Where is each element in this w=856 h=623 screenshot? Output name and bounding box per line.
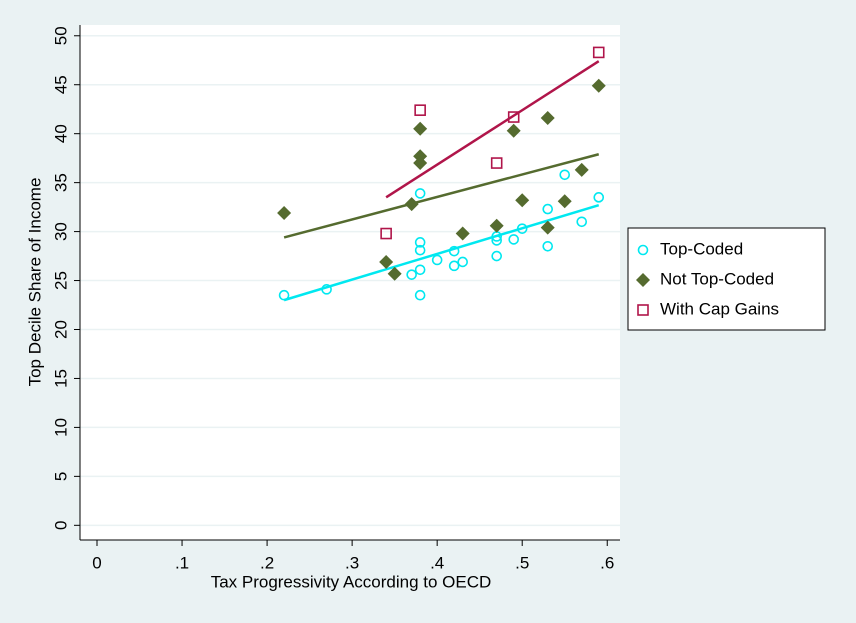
point xyxy=(414,289,426,301)
x-tick-label: .4 xyxy=(430,553,444,572)
y-tick-label: 0 xyxy=(51,521,70,530)
point xyxy=(457,256,468,268)
point xyxy=(540,111,555,126)
y-tick-label: 25 xyxy=(51,271,70,290)
point xyxy=(414,264,426,276)
point xyxy=(515,193,530,208)
point xyxy=(491,250,502,262)
point xyxy=(559,169,571,181)
point xyxy=(414,188,426,199)
point xyxy=(542,240,554,252)
point xyxy=(448,245,460,257)
point xyxy=(387,266,402,281)
y-tick-label: 15 xyxy=(51,369,70,388)
x-tick-label: .6 xyxy=(600,553,614,572)
y-axis-title: Top Decile Share of Income xyxy=(25,178,44,387)
legend-label: With Cap Gains xyxy=(660,299,779,318)
point xyxy=(576,216,588,228)
legend-marker xyxy=(637,304,649,316)
point xyxy=(380,227,392,240)
point xyxy=(542,203,554,215)
point xyxy=(491,235,502,246)
point xyxy=(540,220,555,235)
point xyxy=(413,121,428,136)
y-tick-label: 50 xyxy=(51,26,70,45)
point xyxy=(506,123,521,138)
y-tick-label: 30 xyxy=(51,222,70,241)
point xyxy=(591,78,606,93)
point xyxy=(455,226,470,241)
point xyxy=(278,289,290,301)
plot-area xyxy=(80,25,620,540)
point xyxy=(574,162,589,177)
y-tick-label: 35 xyxy=(51,173,70,192)
point xyxy=(593,192,605,203)
point xyxy=(516,223,528,234)
point xyxy=(508,234,520,245)
point xyxy=(490,157,503,169)
legend-box xyxy=(627,227,826,331)
point xyxy=(448,260,460,272)
point xyxy=(557,194,572,209)
point xyxy=(489,218,504,233)
point xyxy=(277,205,292,220)
y-tick-label: 5 xyxy=(51,472,70,481)
y-tick-label: 20 xyxy=(51,320,70,339)
point xyxy=(592,46,605,59)
fit-line xyxy=(283,153,600,239)
x-tick-label: .5 xyxy=(515,553,529,572)
point xyxy=(414,244,426,256)
x-tick-label: .1 xyxy=(175,553,189,572)
point xyxy=(413,156,428,171)
legend-marker xyxy=(636,273,650,287)
fit-line xyxy=(283,203,600,302)
point xyxy=(404,197,419,212)
point xyxy=(321,284,332,295)
point xyxy=(414,237,426,248)
point xyxy=(414,104,426,116)
point xyxy=(406,269,417,280)
legend-label: Top-Coded xyxy=(660,239,743,258)
legend-label: Not Top-Coded xyxy=(660,269,774,288)
legend-marker xyxy=(637,244,649,256)
point xyxy=(379,254,394,269)
x-tick-label: 0 xyxy=(92,553,101,572)
point xyxy=(507,111,520,123)
point xyxy=(431,254,443,266)
x-tick-label: .2 xyxy=(260,553,274,572)
fit-line xyxy=(385,60,600,199)
y-tick-label: 45 xyxy=(51,75,70,94)
x-axis-title: Tax Progressivity According to OECD xyxy=(211,572,492,591)
x-tick-label: .3 xyxy=(345,553,359,572)
y-tick-label: 40 xyxy=(51,124,70,143)
y-tick-label: 10 xyxy=(51,418,70,437)
